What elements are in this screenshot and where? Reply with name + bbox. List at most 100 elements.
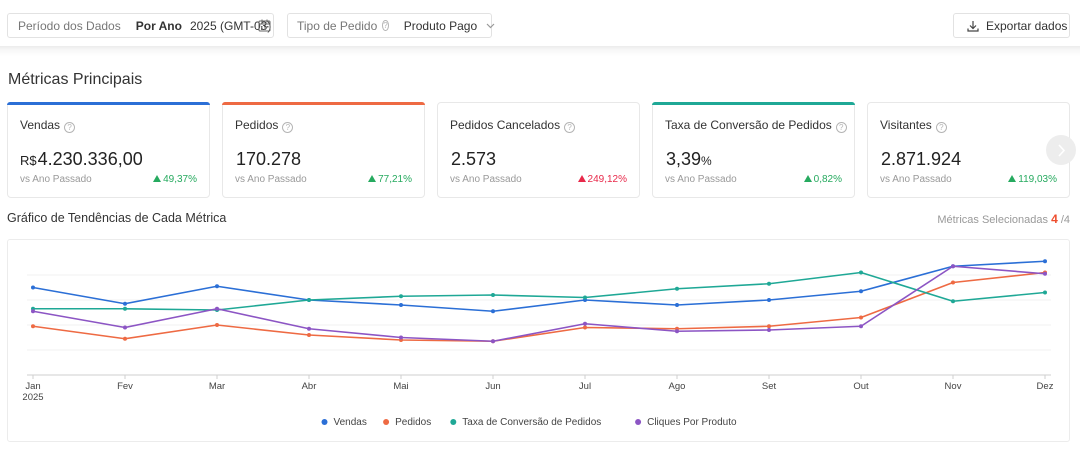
series-line-cliques-por-produto (32, 265, 1046, 343)
data-point (767, 298, 771, 302)
data-point (307, 333, 311, 337)
data-point (767, 328, 771, 332)
data-point (31, 309, 35, 314)
card-value-number: 2.871.924 (881, 149, 962, 169)
data-point (491, 339, 495, 344)
card-accent-bar (7, 102, 210, 105)
metric-card-vendas[interactable]: Vendas? R$4.230.336,00 vs Ano Passado 49… (7, 102, 210, 198)
help-icon[interactable]: ? (382, 20, 389, 31)
data-point (491, 293, 495, 297)
x-tick-label: Abr (302, 381, 317, 392)
help-icon[interactable]: ? (564, 122, 576, 133)
data-point (675, 329, 679, 334)
triangle-up-icon (153, 175, 162, 182)
legend-marker (635, 419, 642, 425)
card-label: Pedidos Cancelados? (450, 118, 576, 133)
legend-label: Vendas (334, 417, 367, 428)
legend-marker (450, 419, 457, 425)
period-filter[interactable]: Período dos Dados Por Ano 2025 (GMT-03) (7, 13, 274, 38)
data-point (951, 264, 955, 269)
card-compare-label: vs Ano Passado (235, 174, 307, 185)
order-type-filter[interactable]: Tipo de Pedido ? Produto Pago (287, 13, 495, 38)
data-point (859, 324, 863, 329)
metric-card-visitantes[interactable]: Visitantes? 2.871.924 vs Ano Passado 119… (867, 102, 1070, 198)
card-value: R$4.230.336,00 (20, 149, 143, 170)
data-point (951, 299, 955, 304)
help-icon[interactable]: ? (935, 122, 947, 133)
metric-card-pedidos[interactable]: Pedidos? 170.278 vs Ano Passado 77,21% (222, 102, 425, 198)
card-delta-value: 0,82% (813, 174, 842, 185)
card-delta: 49,37% (153, 174, 197, 185)
data-point (399, 294, 403, 299)
card-value-number: 2.573 (451, 149, 497, 169)
selected-metrics-indicator[interactable]: Métricas Selecionadas 4 /4 (937, 212, 1070, 226)
card-delta-value: 77,21% (378, 174, 412, 185)
metric-card-pedidos-cancelados[interactable]: Pedidos Cancelados? 2.573 vs Ano Passado… (437, 102, 640, 198)
series-line-pedidos (32, 271, 1046, 343)
triangle-up-icon (1008, 175, 1017, 182)
help-icon[interactable]: ? (835, 122, 847, 133)
filter-bar: Período dos Dados Por Ano 2025 (GMT-03) … (0, 0, 1080, 48)
card-label-text: Pedidos (235, 118, 279, 132)
export-data-label: Exportar dados (986, 18, 1068, 33)
data-point (307, 326, 311, 331)
data-point (1043, 290, 1047, 295)
trend-chart-panel: Jan Fev Mar Abr Mai Jun Jul Ago Set Out Nov Dez 2025… (7, 239, 1070, 442)
selected-metrics-total: /4 (1060, 214, 1070, 226)
data-point (123, 336, 127, 341)
series-line-taxa-de-conversão-de-pedidos (33, 271, 1046, 311)
card-label: Pedidos? (235, 118, 294, 133)
period-filter-label: Período dos Dados (18, 18, 121, 33)
data-point (399, 335, 403, 340)
card-value: 2.871.924 (880, 149, 961, 170)
download-icon (967, 20, 979, 32)
x-tick-label: Set (762, 381, 777, 392)
x-tick-label: Mar (209, 381, 225, 392)
order-type-value: Produto Pago (403, 18, 478, 33)
legend-marker (383, 419, 390, 425)
card-value-prefix: R$ (20, 153, 37, 168)
trend-chart-title: Gráfico de Tendências de Cada Métrica (7, 211, 227, 225)
card-label: Taxa de Conversão de Pedidos? (665, 118, 847, 133)
selected-metrics-label: Métricas Selecionadas (937, 214, 1048, 226)
data-point (583, 295, 587, 300)
export-data-button[interactable]: Exportar dados (953, 13, 1070, 38)
x-tick-label: Jun (485, 381, 500, 392)
card-delta: 249,12% (577, 174, 627, 185)
card-delta-value: 49,37% (163, 174, 197, 185)
x-tick-label: Nov (945, 381, 962, 392)
card-value-suffix: % (701, 154, 712, 168)
help-icon[interactable]: ? (282, 122, 294, 133)
help-icon[interactable]: ? (64, 122, 76, 133)
data-point (767, 281, 771, 286)
cards-next-button[interactable] (1046, 135, 1076, 165)
section-title: Métricas Principais (8, 71, 143, 88)
data-point (859, 289, 863, 294)
data-point (123, 306, 127, 311)
data-point (859, 270, 863, 275)
card-accent-bar (652, 102, 855, 105)
data-point (215, 284, 219, 289)
data-point (123, 325, 127, 330)
period-mode: Por Ano (135, 18, 182, 33)
trend-chart: Jan Fev Mar Abr Mai Jun Jul Ago Set Out Nov Dez 2025… (22, 259, 1054, 428)
card-value-number: 4.230.336,00 (37, 149, 143, 169)
card-value-number: 3,39 (666, 149, 702, 169)
chevron-down-icon[interactable] (486, 23, 495, 29)
x-tick-label: Fev (117, 381, 133, 392)
x-tick-label: Out (853, 381, 869, 392)
chevron-right-icon (1057, 143, 1065, 157)
calendar-icon[interactable] (258, 19, 271, 35)
triangle-up-icon (577, 175, 586, 182)
x-tick-label: Mai (393, 381, 408, 392)
triangle-up-icon (368, 175, 377, 182)
metric-card-taxa-conversao[interactable]: Taxa de Conversão de Pedidos? 3,39% vs A… (652, 102, 855, 198)
data-point (307, 298, 311, 302)
data-point (215, 323, 219, 327)
card-label-text: Vendas (20, 118, 61, 132)
data-point (491, 309, 495, 314)
data-point (1043, 271, 1047, 276)
card-value: 170.278 (235, 149, 301, 170)
x-tick-label: Ago (669, 381, 686, 392)
card-value: 2.573 (450, 149, 496, 170)
